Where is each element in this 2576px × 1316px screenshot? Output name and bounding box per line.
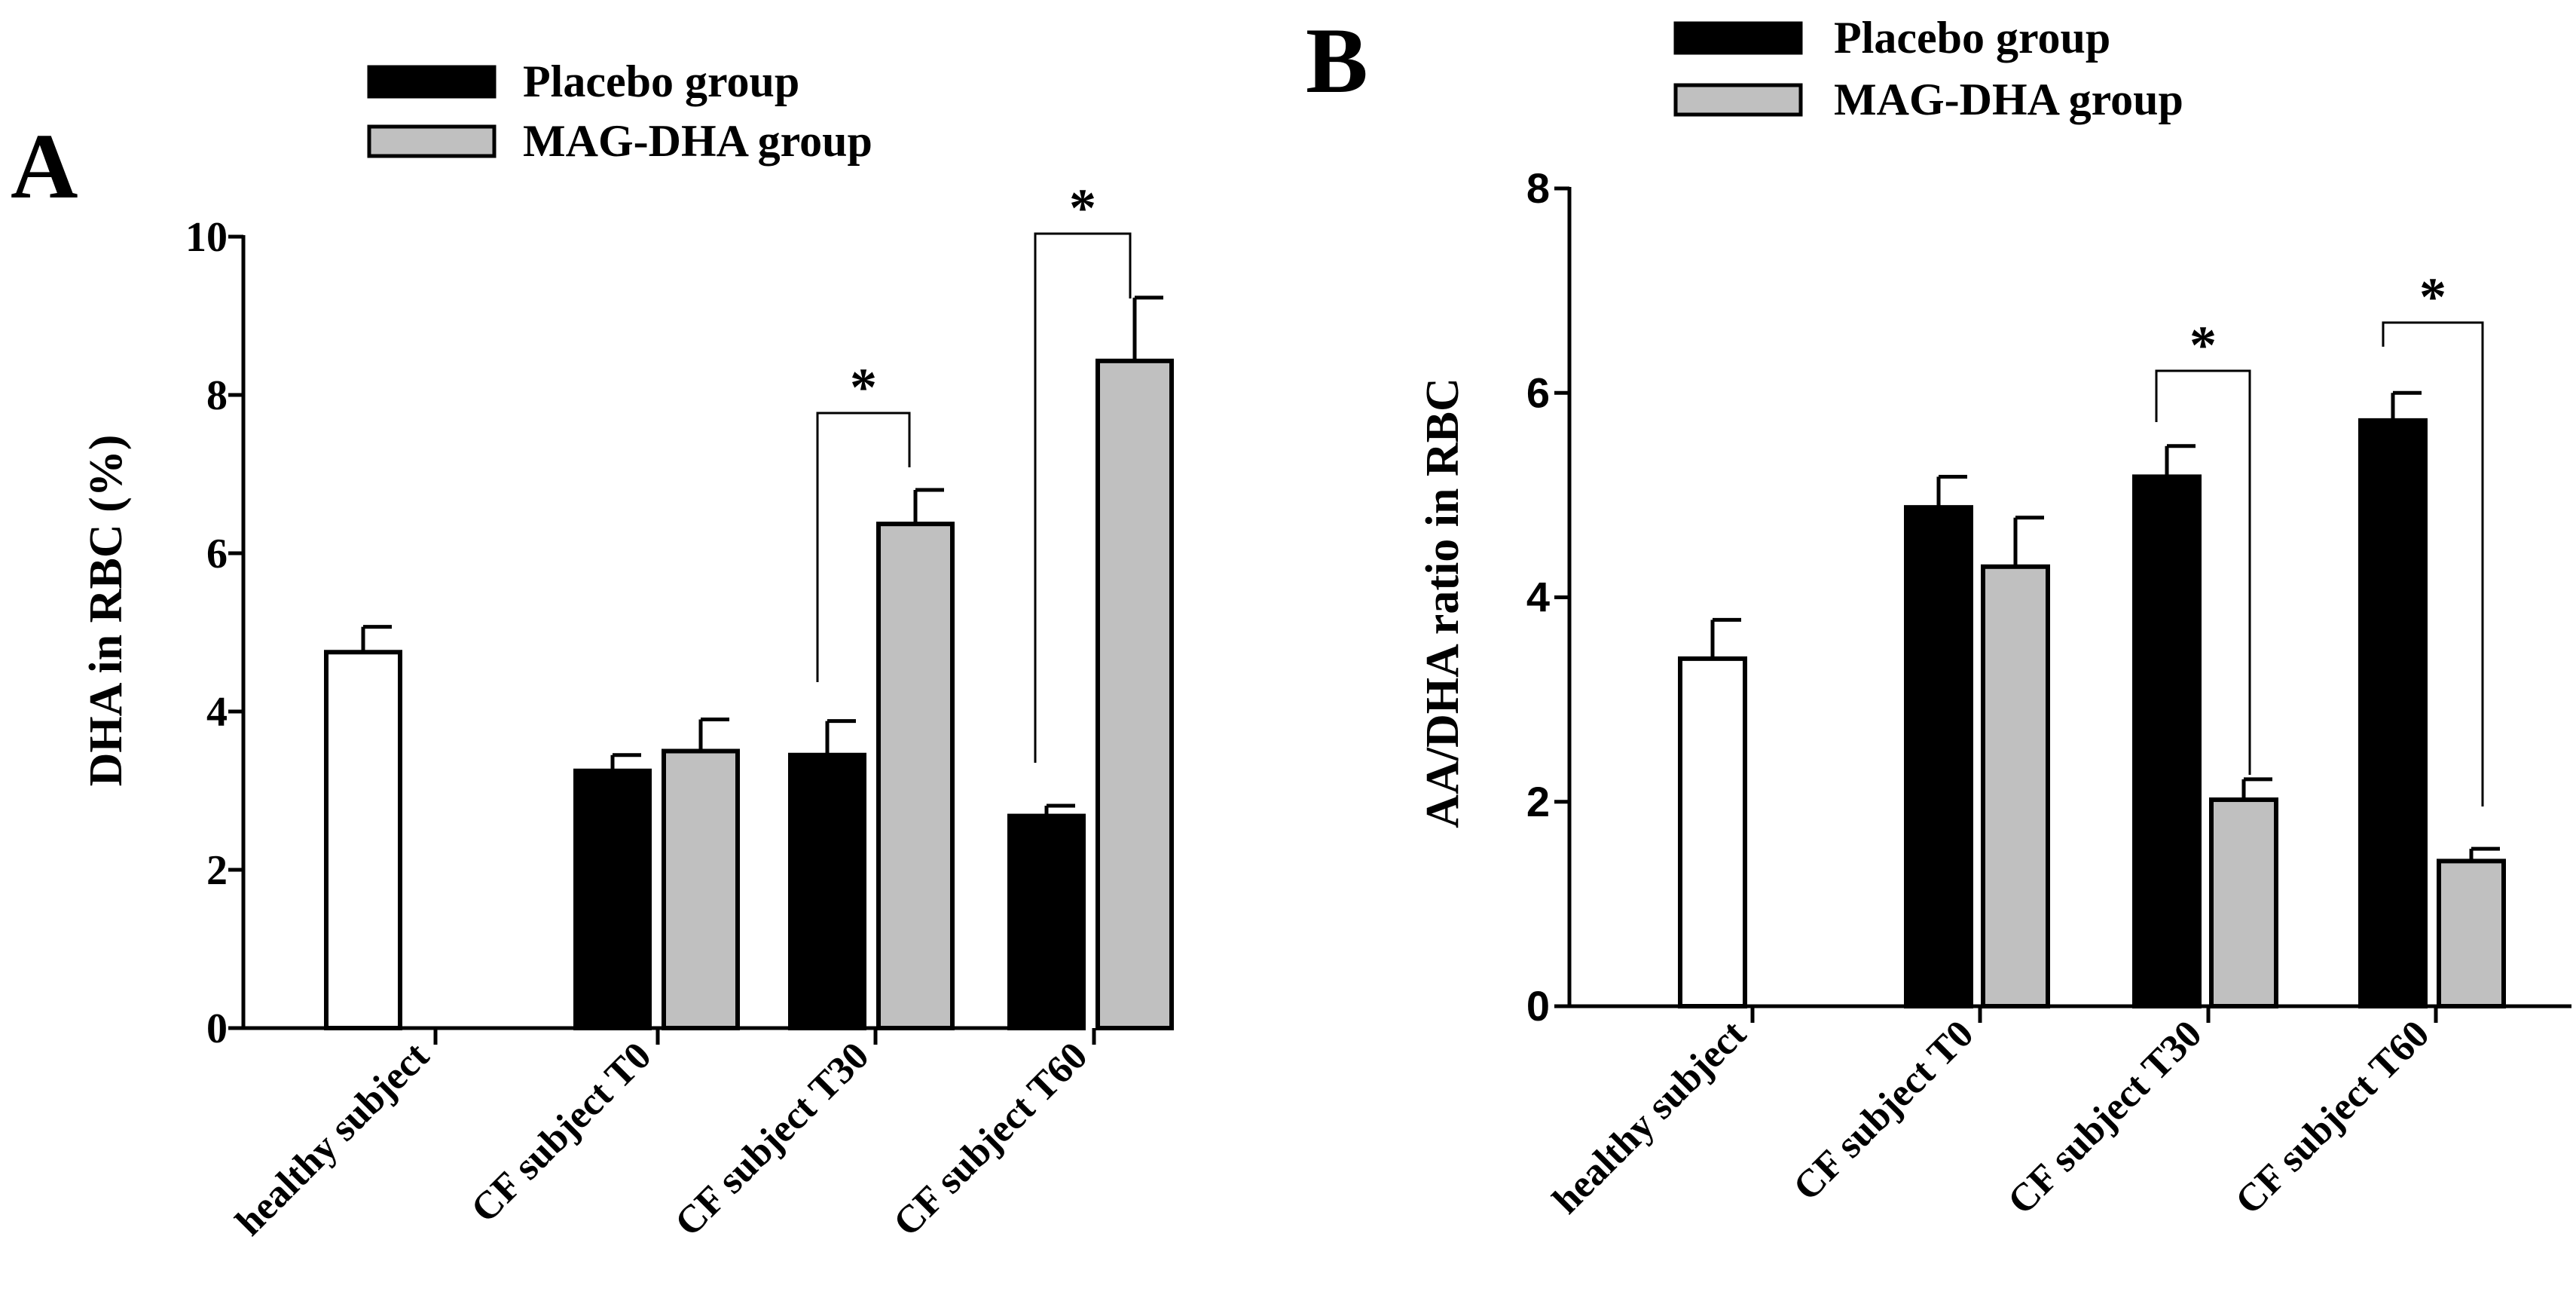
y-tick-label: 2 <box>1526 778 1550 825</box>
panel-a-y-axis-label: DHA in RBC (%) <box>81 435 132 787</box>
y-tick-label: 0 <box>206 1005 228 1052</box>
panel-b-bars <box>1678 390 2506 1008</box>
y-tick-label: 0 <box>1526 982 1550 1030</box>
y-tick-label: 2 <box>206 847 228 894</box>
x-category-label: CF subject T0 <box>1786 1012 1982 1209</box>
x-category-label: CF subject T30 <box>667 1034 877 1244</box>
bar-healthy <box>324 650 402 1030</box>
bar-placebo <box>788 752 866 1030</box>
x-category-label: CF subject T60 <box>2227 1012 2437 1223</box>
panel-b-letter: B <box>1306 9 1368 112</box>
bar-healthy <box>1678 656 1747 1008</box>
significance-star: * <box>850 357 877 418</box>
bar-placebo <box>2132 474 2202 1008</box>
bar-mag-dha <box>662 748 740 1030</box>
legend-b-mag-dha-label: MAG-DHA group <box>1834 75 2183 124</box>
bar-mag-dha <box>876 522 955 1030</box>
significance-bracket <box>1034 232 1132 763</box>
y-tick-label: 8 <box>206 372 228 419</box>
legend-b-placebo-swatch <box>1673 21 1803 55</box>
x-category-label: healthy subject <box>1545 1012 1755 1223</box>
significance-bracket <box>2155 369 2251 775</box>
bar-mag-dha <box>2209 797 2278 1008</box>
legend-a-mag-dha-swatch <box>367 124 497 158</box>
significance-star: * <box>2419 267 2446 327</box>
panel-b-significance: ** <box>2155 267 2484 806</box>
y-tick-label: 6 <box>206 531 228 577</box>
y-tick-label: 4 <box>206 689 228 736</box>
x-category-label: healthy subject <box>228 1034 438 1244</box>
bar-placebo <box>573 768 652 1030</box>
bar-mag-dha <box>2437 858 2506 1008</box>
y-tick-label: 6 <box>1526 369 1550 416</box>
legend-a-mag-dha-label: MAG-DHA group <box>523 116 872 166</box>
legend-b-mag-dha-swatch <box>1673 83 1803 117</box>
bar-mag-dha <box>1981 564 2050 1008</box>
bar-placebo <box>2358 418 2428 1008</box>
panel-a: A Placebo group MAG-DHA group 0 2 4 6 8 10 hea… <box>11 57 1174 1244</box>
panel-b: B Placebo group MAG-DHA group 0 2 4 6 8 healt… <box>1306 9 2571 1223</box>
y-tick-label: 8 <box>1526 164 1550 212</box>
y-tick-label: 4 <box>1526 574 1550 621</box>
significance-bracket <box>2382 321 2484 806</box>
legend-b-placebo-label: Placebo group <box>1834 13 2110 63</box>
x-category-label: CF subject T60 <box>885 1034 1095 1244</box>
panel-b-y-axis-label: AA/DHA ratio in RBC <box>1417 378 1468 828</box>
bar-mag-dha <box>1095 358 1174 1031</box>
significance-bracket <box>816 412 911 682</box>
panel-a-significance: ** <box>816 178 1132 763</box>
significance-star: * <box>2189 315 2217 375</box>
legend-a-placebo-swatch <box>367 65 497 99</box>
x-category-label: CF subject T30 <box>2000 1012 2210 1223</box>
bar-placebo <box>1007 813 1086 1030</box>
panel-a-letter: A <box>11 115 78 218</box>
legend-a-placebo-label: Placebo group <box>523 57 799 106</box>
bar-placebo <box>1904 505 1973 1008</box>
panel-a-bars <box>324 295 1174 1031</box>
x-category-label: CF subject T0 <box>463 1034 660 1231</box>
y-tick-label: 10 <box>185 214 228 261</box>
significance-star: * <box>1069 178 1096 238</box>
